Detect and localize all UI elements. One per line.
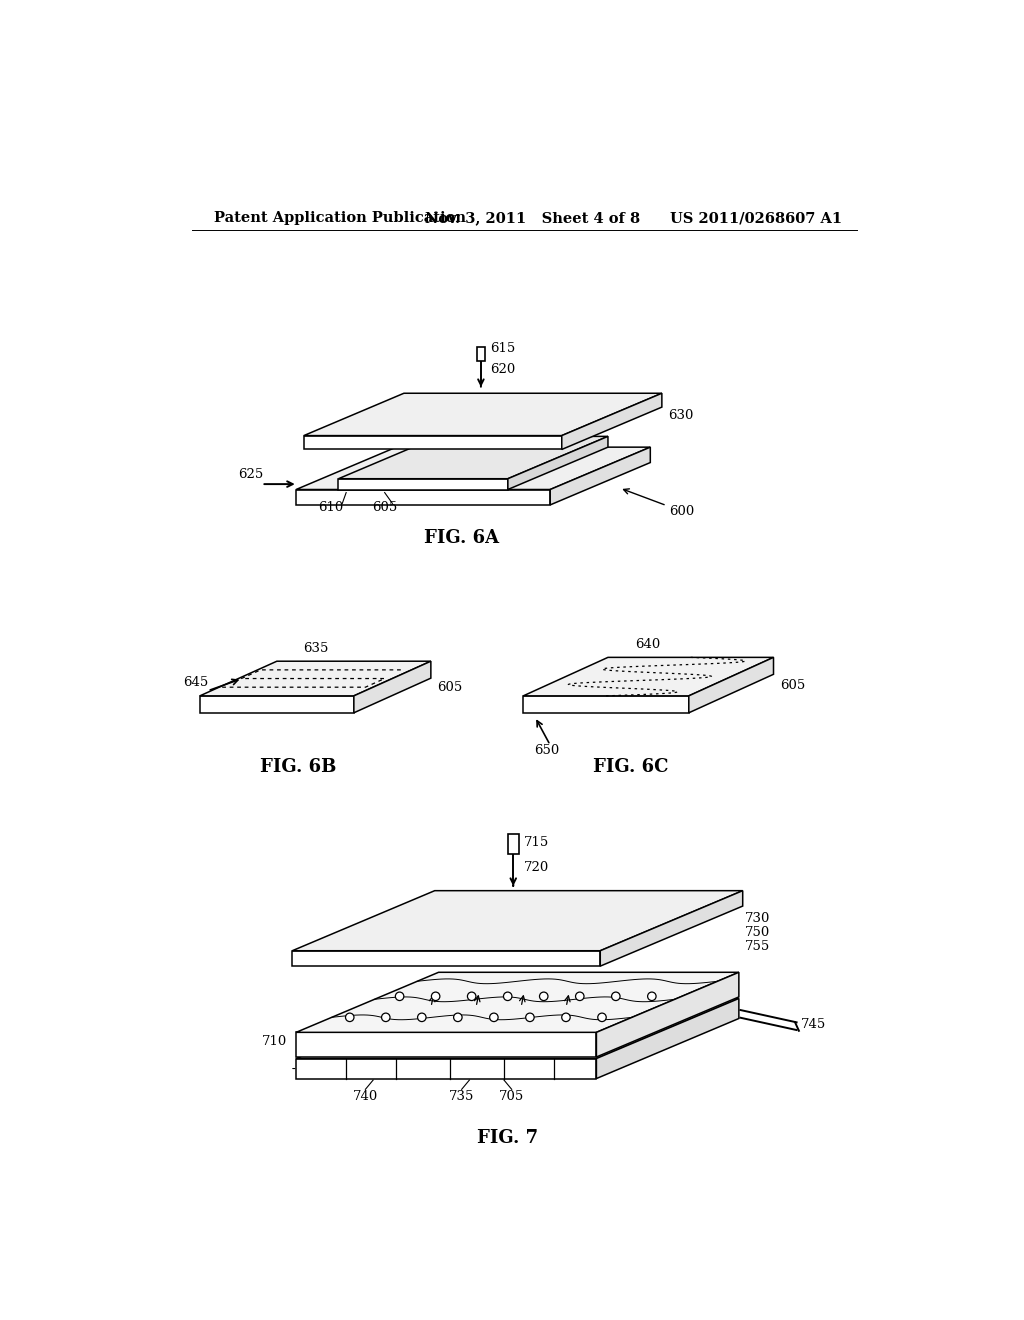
Text: 730: 730 <box>745 912 770 925</box>
Circle shape <box>575 993 584 1001</box>
Circle shape <box>395 993 403 1001</box>
Text: FIG. 6A: FIG. 6A <box>424 529 500 546</box>
Circle shape <box>431 993 440 1001</box>
Text: 720: 720 <box>524 861 549 874</box>
Polygon shape <box>200 696 354 713</box>
Bar <box>508 834 518 854</box>
Circle shape <box>382 1014 390 1022</box>
Polygon shape <box>508 437 608 490</box>
Polygon shape <box>523 657 773 696</box>
Polygon shape <box>523 696 689 713</box>
Text: 740: 740 <box>353 1090 378 1104</box>
Polygon shape <box>292 950 600 966</box>
Polygon shape <box>562 393 662 449</box>
Text: FIG. 6B: FIG. 6B <box>260 758 337 776</box>
Text: 735: 735 <box>449 1090 474 1104</box>
Text: Nov. 3, 2011   Sheet 4 of 8: Nov. 3, 2011 Sheet 4 of 8 <box>425 211 640 226</box>
Circle shape <box>345 1014 354 1022</box>
Polygon shape <box>596 998 739 1078</box>
Text: 605: 605 <box>437 681 462 694</box>
Polygon shape <box>339 479 508 490</box>
Circle shape <box>525 1014 535 1022</box>
Polygon shape <box>292 891 742 950</box>
Text: 605: 605 <box>779 678 805 692</box>
Text: US 2011/0268607 A1: US 2011/0268607 A1 <box>670 211 842 226</box>
Circle shape <box>647 993 656 1001</box>
Text: FIG. 7: FIG. 7 <box>477 1129 539 1147</box>
Polygon shape <box>304 393 662 436</box>
Circle shape <box>418 1014 426 1022</box>
Polygon shape <box>296 447 650 490</box>
Circle shape <box>540 993 548 1001</box>
Bar <box>477 347 484 360</box>
Text: 630: 630 <box>668 409 693 422</box>
Circle shape <box>611 993 621 1001</box>
Polygon shape <box>304 436 562 449</box>
Text: FIG. 6C: FIG. 6C <box>593 758 669 776</box>
Text: 640: 640 <box>635 638 660 651</box>
Polygon shape <box>596 973 739 1057</box>
Text: 635: 635 <box>303 642 328 655</box>
Text: 750: 750 <box>745 927 770 939</box>
Polygon shape <box>689 657 773 713</box>
Text: 755: 755 <box>745 940 770 953</box>
Text: 625: 625 <box>239 469 263 480</box>
Polygon shape <box>550 447 650 506</box>
Text: 620: 620 <box>490 363 515 376</box>
Polygon shape <box>296 1059 596 1078</box>
Text: 650: 650 <box>534 744 559 758</box>
Text: 605: 605 <box>372 502 397 513</box>
Polygon shape <box>339 437 608 479</box>
Circle shape <box>467 993 476 1001</box>
Polygon shape <box>296 998 739 1059</box>
Polygon shape <box>600 891 742 966</box>
Circle shape <box>504 993 512 1001</box>
Text: 610: 610 <box>318 502 343 513</box>
Polygon shape <box>296 490 550 506</box>
Text: Patent Application Publication: Patent Application Publication <box>214 211 466 226</box>
Circle shape <box>598 1014 606 1022</box>
Text: 600: 600 <box>624 488 695 517</box>
Text: 715: 715 <box>524 836 549 849</box>
Circle shape <box>562 1014 570 1022</box>
Polygon shape <box>200 661 431 696</box>
Polygon shape <box>354 661 431 713</box>
Text: 615: 615 <box>490 342 515 355</box>
Text: 645: 645 <box>183 676 208 689</box>
Polygon shape <box>296 973 739 1032</box>
Circle shape <box>454 1014 462 1022</box>
Circle shape <box>489 1014 498 1022</box>
Polygon shape <box>296 1032 596 1057</box>
Text: 705: 705 <box>499 1090 524 1104</box>
Text: 710: 710 <box>261 1035 287 1048</box>
Text: 745: 745 <box>801 1019 826 1031</box>
